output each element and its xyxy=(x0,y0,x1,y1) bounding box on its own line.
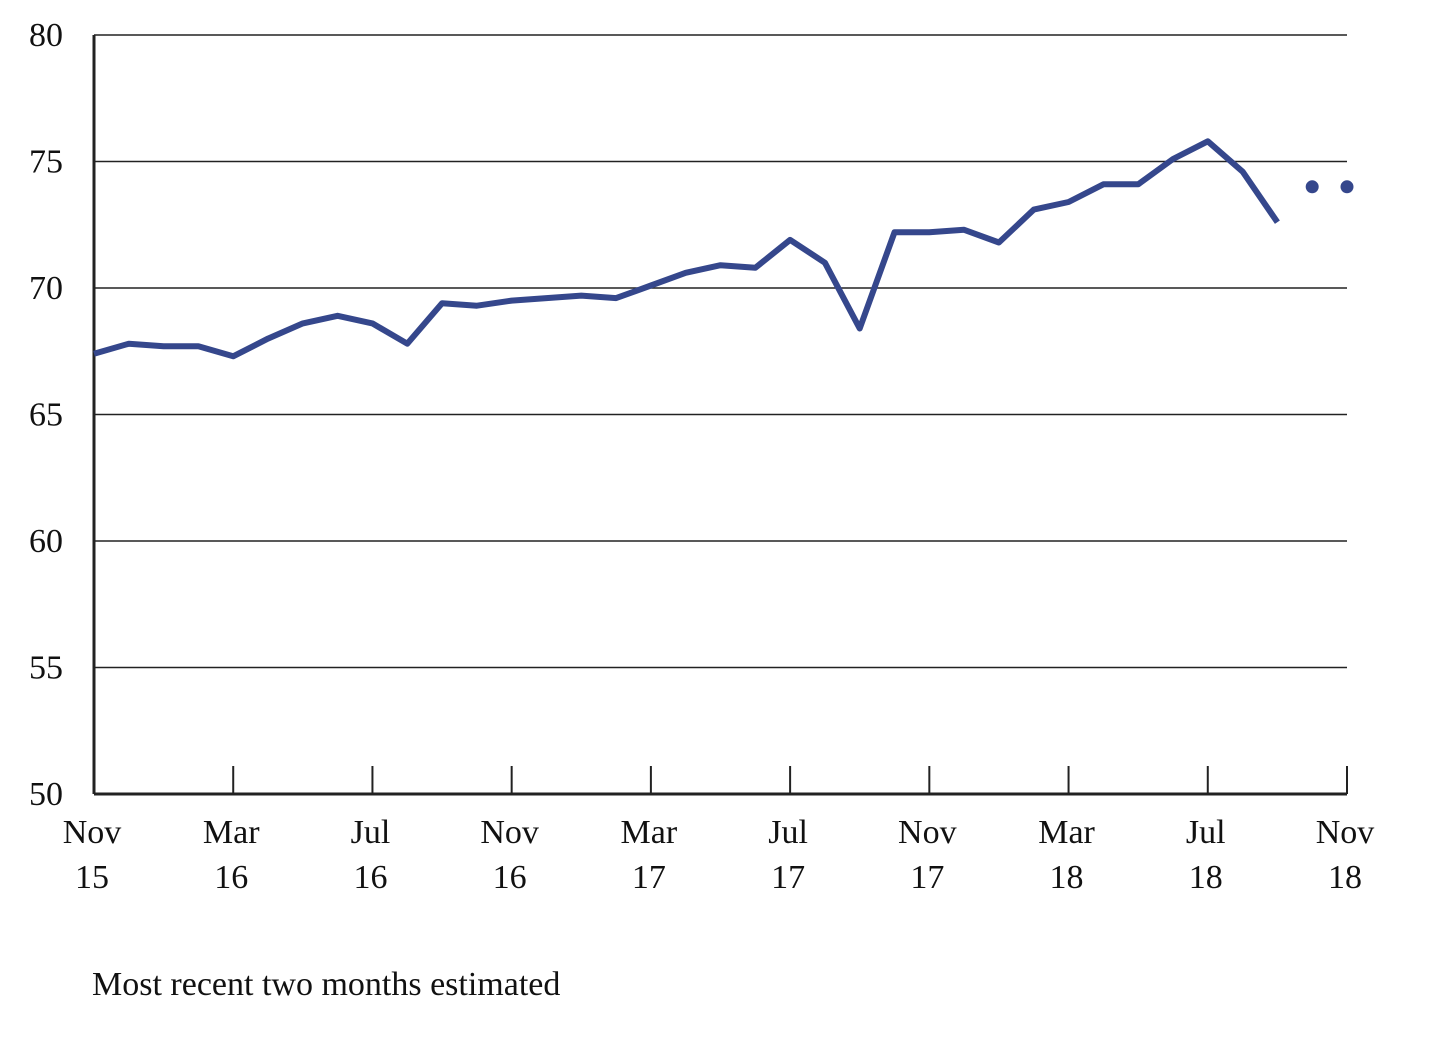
x-tick-label-year-4: 17 xyxy=(632,859,666,896)
x-tick-label-year-7: 18 xyxy=(1050,859,1084,896)
x-axis-ticks: Nov 15 Mar 16 Jul 16 Nov 16 Mar 17 Jul 17 Nov 17 Mar 18… xyxy=(63,766,1375,896)
series-group xyxy=(93,138,1354,360)
line-chart: 80 75 70 65 60 55 50 Nov 15 Mar 16 Jul 16 Nov 16 Mar 17… xyxy=(29,17,1375,896)
x-tick-label-year-6: 17 xyxy=(910,859,944,896)
y-tick-label-65: 65 xyxy=(29,397,63,434)
x-tick-label-month-3: Nov xyxy=(480,814,539,851)
series-line-0 xyxy=(93,138,1280,360)
x-tick-label-month-8: Jul xyxy=(1186,814,1226,851)
x-tick-label-month-1: Mar xyxy=(203,814,260,851)
axes xyxy=(92,35,1347,796)
estimate-point-0 xyxy=(1305,180,1319,194)
x-tick-label-year-8: 18 xyxy=(1189,859,1223,896)
x-tick-label-year-2: 16 xyxy=(353,859,387,896)
y-tick-label-60: 60 xyxy=(29,523,63,560)
estimate-point-1 xyxy=(1340,180,1354,194)
x-tick-label-month-0: Nov xyxy=(63,814,122,851)
x-tick-label-month-4: Mar xyxy=(621,814,678,851)
y-tick-label-80: 80 xyxy=(29,17,63,54)
x-tick-label-month-7: Mar xyxy=(1038,814,1095,851)
x-tick-label-month-2: Jul xyxy=(351,814,391,851)
y-tick-label-55: 55 xyxy=(29,650,63,687)
x-tick-label-year-5: 17 xyxy=(771,859,805,896)
x-tick-label-year-3: 16 xyxy=(493,859,527,896)
y-tick-label-50: 50 xyxy=(29,776,63,813)
grid-lines xyxy=(94,34,1347,669)
footnote: Most recent two months estimated xyxy=(92,966,561,1003)
x-tick-label-month-6: Nov xyxy=(898,814,957,851)
x-tick-label-month-5: Jul xyxy=(768,814,808,851)
y-tick-label-75: 75 xyxy=(29,144,63,181)
x-tick-label-year-0: 15 xyxy=(75,859,109,896)
x-tick-label-year-9: 18 xyxy=(1328,859,1362,896)
x-tick-label-year-1: 16 xyxy=(214,859,248,896)
y-tick-label-70: 70 xyxy=(29,270,63,307)
x-tick-label-month-9: Nov xyxy=(1316,814,1375,851)
y-axis-ticks: 80 75 70 65 60 55 50 xyxy=(29,17,63,813)
